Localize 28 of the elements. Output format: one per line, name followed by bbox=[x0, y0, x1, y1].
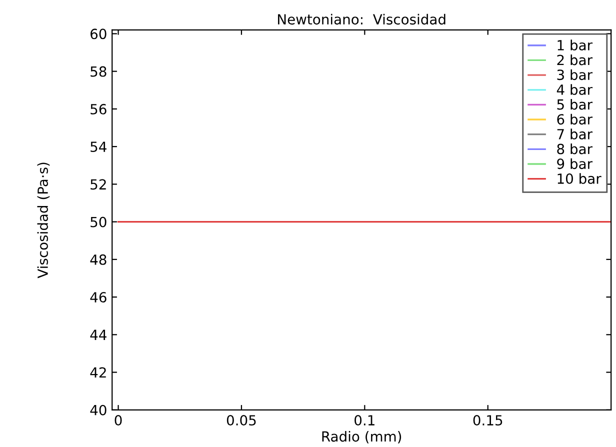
legend-label: 7 bar bbox=[557, 128, 593, 140]
x-tick-label: 0.15 bbox=[473, 415, 502, 426]
y-tick-label: 52 bbox=[90, 179, 106, 190]
legend-label: 9 bar bbox=[557, 158, 593, 170]
legend-label: 10 bar bbox=[558, 173, 602, 184]
x-tick-label: 0 bbox=[114, 415, 122, 426]
x-axis-title: Radio (mm) bbox=[322, 430, 402, 444]
y-tick-label: 46 bbox=[90, 292, 106, 303]
y-tick-label: 60 bbox=[90, 28, 106, 40]
legend-label: 2 bar bbox=[557, 54, 593, 66]
y-tick-label: 40 bbox=[90, 404, 106, 416]
x-tick-label: 0.05 bbox=[226, 415, 256, 426]
y-tick-label: 58 bbox=[90, 66, 106, 77]
legend-label: 5 bar bbox=[557, 98, 593, 110]
chart-title: Newtoniano: Viscosidad bbox=[278, 14, 446, 25]
legend-label: 6 bar bbox=[557, 114, 593, 125]
legend-label: 1 bar bbox=[558, 40, 593, 50]
x-tick-label: 0.1 bbox=[354, 415, 374, 426]
legend-label: 4 bar bbox=[556, 84, 593, 95]
y-tick-label: 42 bbox=[90, 367, 106, 378]
y-tick-label: 56 bbox=[90, 104, 106, 114]
legend-label: 3 bar bbox=[557, 69, 593, 80]
y-tick-label: 48 bbox=[90, 254, 106, 265]
legend-label: 8 bar bbox=[557, 143, 593, 154]
y-axis-title: Viscosidad (Pa·s) bbox=[37, 162, 50, 278]
y-tick-label: 54 bbox=[90, 142, 106, 152]
y-tick-label: 50 bbox=[90, 216, 106, 228]
y-tick-label: 44 bbox=[90, 330, 106, 340]
